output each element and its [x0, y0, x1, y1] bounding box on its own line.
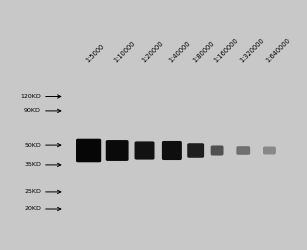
- FancyBboxPatch shape: [162, 141, 182, 160]
- FancyBboxPatch shape: [134, 142, 154, 160]
- FancyBboxPatch shape: [236, 146, 250, 155]
- Text: 1:10000: 1:10000: [113, 40, 137, 64]
- Text: 1:80000: 1:80000: [192, 40, 215, 64]
- Text: 1:320000: 1:320000: [239, 37, 266, 64]
- FancyBboxPatch shape: [211, 146, 223, 156]
- Text: 120KD: 120KD: [20, 94, 41, 99]
- FancyBboxPatch shape: [76, 139, 101, 162]
- Text: 1:640000: 1:640000: [265, 37, 292, 64]
- Text: 35KD: 35KD: [24, 162, 41, 168]
- Text: 25KD: 25KD: [24, 190, 41, 194]
- Text: 50KD: 50KD: [24, 142, 41, 148]
- FancyBboxPatch shape: [187, 143, 204, 158]
- Text: 20KD: 20KD: [24, 206, 41, 212]
- Text: 1:40000: 1:40000: [168, 40, 192, 64]
- Text: 1:5000: 1:5000: [84, 43, 105, 64]
- Text: 90KD: 90KD: [24, 108, 41, 114]
- Text: 1:160000: 1:160000: [213, 37, 239, 64]
- FancyBboxPatch shape: [106, 140, 129, 161]
- FancyBboxPatch shape: [263, 146, 276, 154]
- Text: 1:20000: 1:20000: [140, 40, 164, 64]
